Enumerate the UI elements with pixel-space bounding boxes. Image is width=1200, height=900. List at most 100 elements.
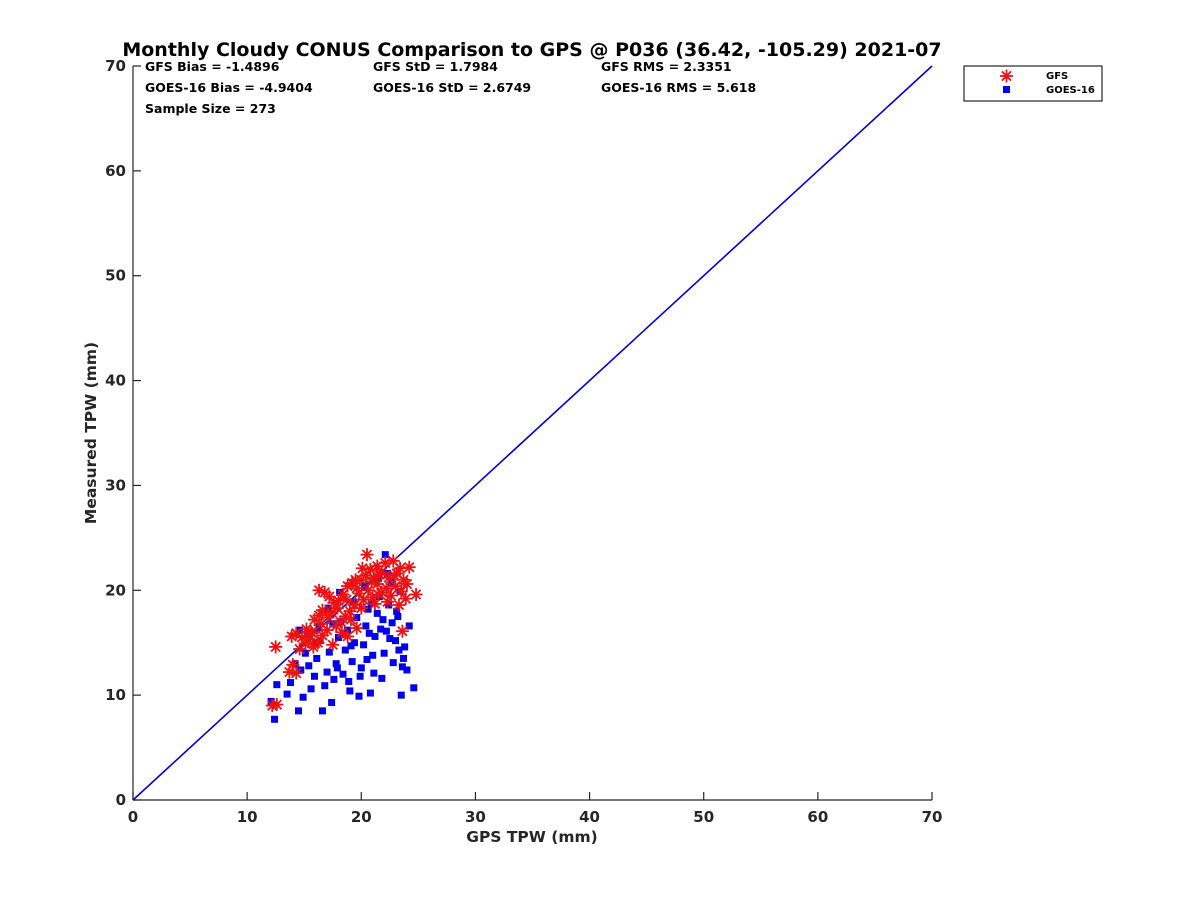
- goes16-point: [355, 692, 363, 700]
- gfs-point: [269, 640, 283, 654]
- y-tick-label: 20: [105, 581, 126, 599]
- goes16-point: [362, 622, 370, 630]
- axes: [132, 66, 932, 801]
- goes16-point: [388, 619, 396, 627]
- goes16-point: [394, 613, 402, 620]
- goes16-point: [349, 598, 357, 606]
- gfs-point: [352, 586, 366, 600]
- goes16-point: [295, 707, 303, 715]
- goes16-point: [304, 630, 312, 638]
- goes16-point: [386, 635, 394, 643]
- goes16-point: [330, 675, 338, 683]
- goes16-point: [389, 659, 397, 667]
- gfs-point: [355, 561, 369, 575]
- goes16-point: [299, 693, 307, 701]
- goes16-point: [336, 588, 344, 596]
- goes16-point: [315, 624, 323, 632]
- gfs-point: [393, 561, 407, 575]
- goes16-point: [297, 666, 305, 674]
- goes16-point: [345, 678, 353, 686]
- goes16-point: [385, 601, 393, 609]
- y-axis-label: Measured TPW (mm): [82, 342, 100, 524]
- goes16-point: [328, 698, 336, 706]
- gfs-point: [339, 593, 353, 607]
- goes16-point: [371, 632, 379, 640]
- gfs-point: [371, 587, 385, 601]
- goes16-point: [398, 663, 406, 671]
- stat-goes-std: GOES-16 StD = 2.6749: [373, 80, 531, 95]
- goes16-point: [380, 649, 388, 657]
- goes16-point: [321, 682, 329, 690]
- gfs-point: [381, 595, 395, 609]
- goes16-point: [381, 551, 389, 559]
- goes16-point: [405, 622, 413, 630]
- y-tick-label: 40: [105, 372, 126, 390]
- goes16-point: [273, 681, 281, 689]
- y-tick-label: 10: [105, 686, 126, 704]
- x-ticks: 0 10 20 30 40 50 60 70: [128, 792, 942, 826]
- gfs-point: [368, 597, 382, 611]
- stat-gfs-bias: GFS Bias = -1.4896: [145, 59, 280, 74]
- x-tick-label: 50: [693, 808, 714, 826]
- stat-gfs-std: GFS StD = 1.7984: [373, 59, 498, 74]
- gfs-point: [378, 556, 392, 570]
- goes16-point: [384, 570, 392, 578]
- gfs-point: [314, 617, 328, 631]
- x-axis-label: GPS TPW (mm): [466, 828, 598, 846]
- goes16-point: [301, 649, 309, 657]
- x-tick-label: 40: [579, 808, 600, 826]
- legend-gfs-marker: [1000, 69, 1013, 83]
- y-tick-label: 0: [116, 791, 126, 809]
- gfs-point: [350, 581, 364, 595]
- goes16-point: [368, 599, 376, 607]
- x-tick-label: 0: [128, 808, 138, 826]
- stat-goes-rms: GOES-16 RMS = 5.618: [601, 80, 756, 95]
- y-tick-label: 50: [105, 267, 126, 285]
- gfs-point: [326, 638, 340, 652]
- goes16-point: [400, 654, 408, 662]
- gfs-point: [289, 666, 303, 680]
- goes16-point: [365, 629, 373, 637]
- goes16-point: [357, 664, 365, 672]
- goes16-point: [323, 668, 331, 676]
- series-gfs: [265, 548, 423, 713]
- goes16-point: [329, 620, 337, 628]
- gfs-point: [315, 603, 329, 617]
- reference-line: [132, 65, 933, 801]
- goes16-point: [346, 687, 354, 695]
- goes16-point: [377, 625, 385, 633]
- gfs-point: [402, 560, 416, 574]
- goes16-point: [348, 658, 356, 666]
- legend-box: [963, 65, 1103, 102]
- goes16-point: [353, 614, 361, 622]
- goes16-point: [271, 715, 279, 723]
- y-tick-label: 70: [105, 57, 126, 75]
- goes16-point: [370, 669, 378, 677]
- gfs-point: [365, 575, 379, 589]
- gfs-point: [350, 621, 364, 635]
- gfs-point: [386, 554, 400, 568]
- goes16-point: [392, 637, 400, 645]
- gfs-point: [409, 587, 423, 601]
- goes16-point: [401, 643, 409, 651]
- stat-gfs-rms: GFS RMS = 2.3351: [601, 59, 732, 74]
- goes16-point: [325, 648, 333, 656]
- gfs-point: [360, 548, 374, 562]
- goes16-point: [369, 651, 377, 659]
- goes16-point: [313, 654, 321, 662]
- legend-gfs-asterisk: [1000, 69, 1013, 83]
- goes16-point: [393, 607, 401, 615]
- goes16-point: [378, 674, 386, 682]
- stat-goes-bias: GOES-16 Bias = -4.9404: [145, 80, 313, 95]
- legend-label-goes16: GOES-16: [1046, 85, 1095, 96]
- goes16-point: [379, 616, 387, 624]
- goes16-point: [373, 609, 381, 617]
- gfs-point: [315, 628, 329, 642]
- gfs-point: [399, 592, 413, 606]
- goes16-point: [310, 672, 318, 680]
- x-tick-label: 10: [237, 808, 258, 826]
- goes16-point: [363, 655, 371, 663]
- gfs-point: [354, 601, 368, 615]
- goes16-point: [364, 605, 372, 613]
- goes16-point: [307, 685, 315, 693]
